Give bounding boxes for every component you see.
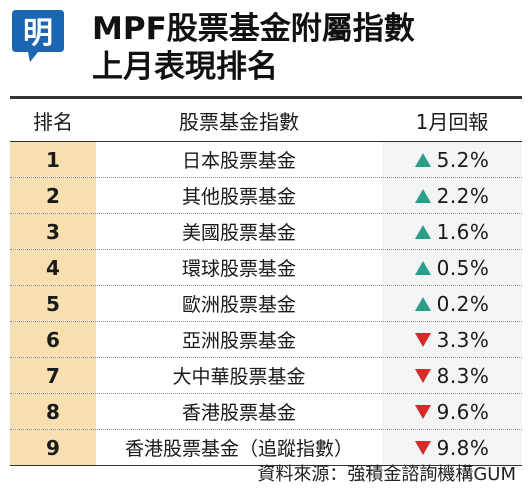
return-value: 0.2% (436, 291, 490, 316)
return-value: 0.5% (436, 255, 490, 280)
return-cell: 8.3% (382, 358, 522, 393)
fund-name-cell: 亞洲股票基金 (181, 330, 296, 352)
header-return: 1月回報 (415, 109, 489, 134)
fund-name-cell: 美國股票基金 (181, 222, 296, 244)
table-row: 3 美國股票基金 1.6% (10, 214, 522, 250)
up-arrow-icon (414, 188, 431, 203)
return-cell: 1.6% (382, 214, 522, 249)
table-row: 4 環球股票基金 0.5% (10, 250, 522, 286)
rank-cell: 7 (10, 358, 96, 393)
fund-name-cell: 日本股票基金 (181, 150, 296, 172)
return-cell: 0.2% (382, 286, 522, 321)
newspaper-logo: 明 (8, 8, 68, 64)
logo-char: 明 (23, 16, 53, 51)
header-name: 股票基金指數 (179, 109, 299, 134)
fund-name-cell: 其他股票基金 (181, 186, 296, 208)
fund-name-cell: 歐洲股票基金 (181, 294, 296, 316)
table-row: 7 大中華股票基金 8.3% (10, 358, 522, 394)
table-row: 9 香港股票基金（追蹤指數） 9.8% (10, 430, 522, 466)
header: 明 MPF股票基金附屬指數 上月表現排名 (0, 0, 530, 100)
up-arrow-icon (414, 152, 431, 167)
rank-cell: 9 (10, 430, 96, 465)
fund-name-cell: 香港股票基金（追蹤指數） (124, 438, 353, 460)
return-cell: 0.5% (382, 250, 522, 285)
table-row: 6 亞洲股票基金 3.3% (10, 322, 522, 358)
fund-name-cell: 環球股票基金 (181, 258, 296, 280)
source-note: 資料來源：強積金諮詢機構GUM (257, 464, 516, 485)
return-value: 2.2% (436, 183, 490, 208)
ranking-table: 排名 股票基金指數 1月回報 1 日本股票基金 5.2% 2 其他股票基金 2.… (10, 96, 522, 466)
rank-cell: 6 (10, 322, 96, 357)
table-row: 5 歐洲股票基金 0.2% (10, 286, 522, 322)
logo-badge-shape (12, 10, 64, 62)
rank-cell: 2 (10, 178, 96, 213)
return-value: 1.6% (436, 219, 490, 244)
up-arrow-icon (414, 224, 431, 239)
down-arrow-icon (414, 404, 431, 419)
up-arrow-icon (414, 296, 431, 311)
page-title: MPF股票基金附屬指數 (92, 11, 415, 47)
return-cell: 3.3% (382, 322, 522, 357)
fund-name-cell: 香港股票基金 (181, 402, 296, 424)
rank-cell: 8 (10, 394, 96, 429)
return-value: 9.6% (436, 399, 490, 424)
rank-cell: 5 (10, 286, 96, 321)
return-cell: 5.2% (382, 142, 522, 177)
return-value: 5.2% (436, 147, 490, 172)
return-value: 3.3% (436, 327, 490, 352)
up-arrow-icon (414, 260, 431, 275)
return-cell: 2.2% (382, 178, 522, 213)
page-subtitle: 上月表現排名 (92, 49, 278, 85)
fund-name-cell: 大中華股票基金 (172, 366, 306, 388)
down-arrow-icon (414, 440, 431, 455)
return-cell: 9.8% (382, 430, 522, 465)
down-arrow-icon (414, 332, 431, 347)
table-header-row: 排名 股票基金指數 1月回報 (10, 96, 522, 142)
table-row: 8 香港股票基金 9.6% (10, 394, 522, 430)
rank-cell: 4 (10, 250, 96, 285)
header-rank: 排名 (33, 109, 73, 134)
return-value: 8.3% (436, 363, 490, 388)
down-arrow-icon (414, 368, 431, 383)
return-cell: 9.6% (382, 394, 522, 429)
rank-cell: 1 (10, 142, 96, 177)
table-row: 2 其他股票基金 2.2% (10, 178, 522, 214)
table-row: 1 日本股票基金 5.2% (10, 142, 522, 178)
return-value: 9.8% (436, 435, 490, 460)
rank-cell: 3 (10, 214, 96, 249)
